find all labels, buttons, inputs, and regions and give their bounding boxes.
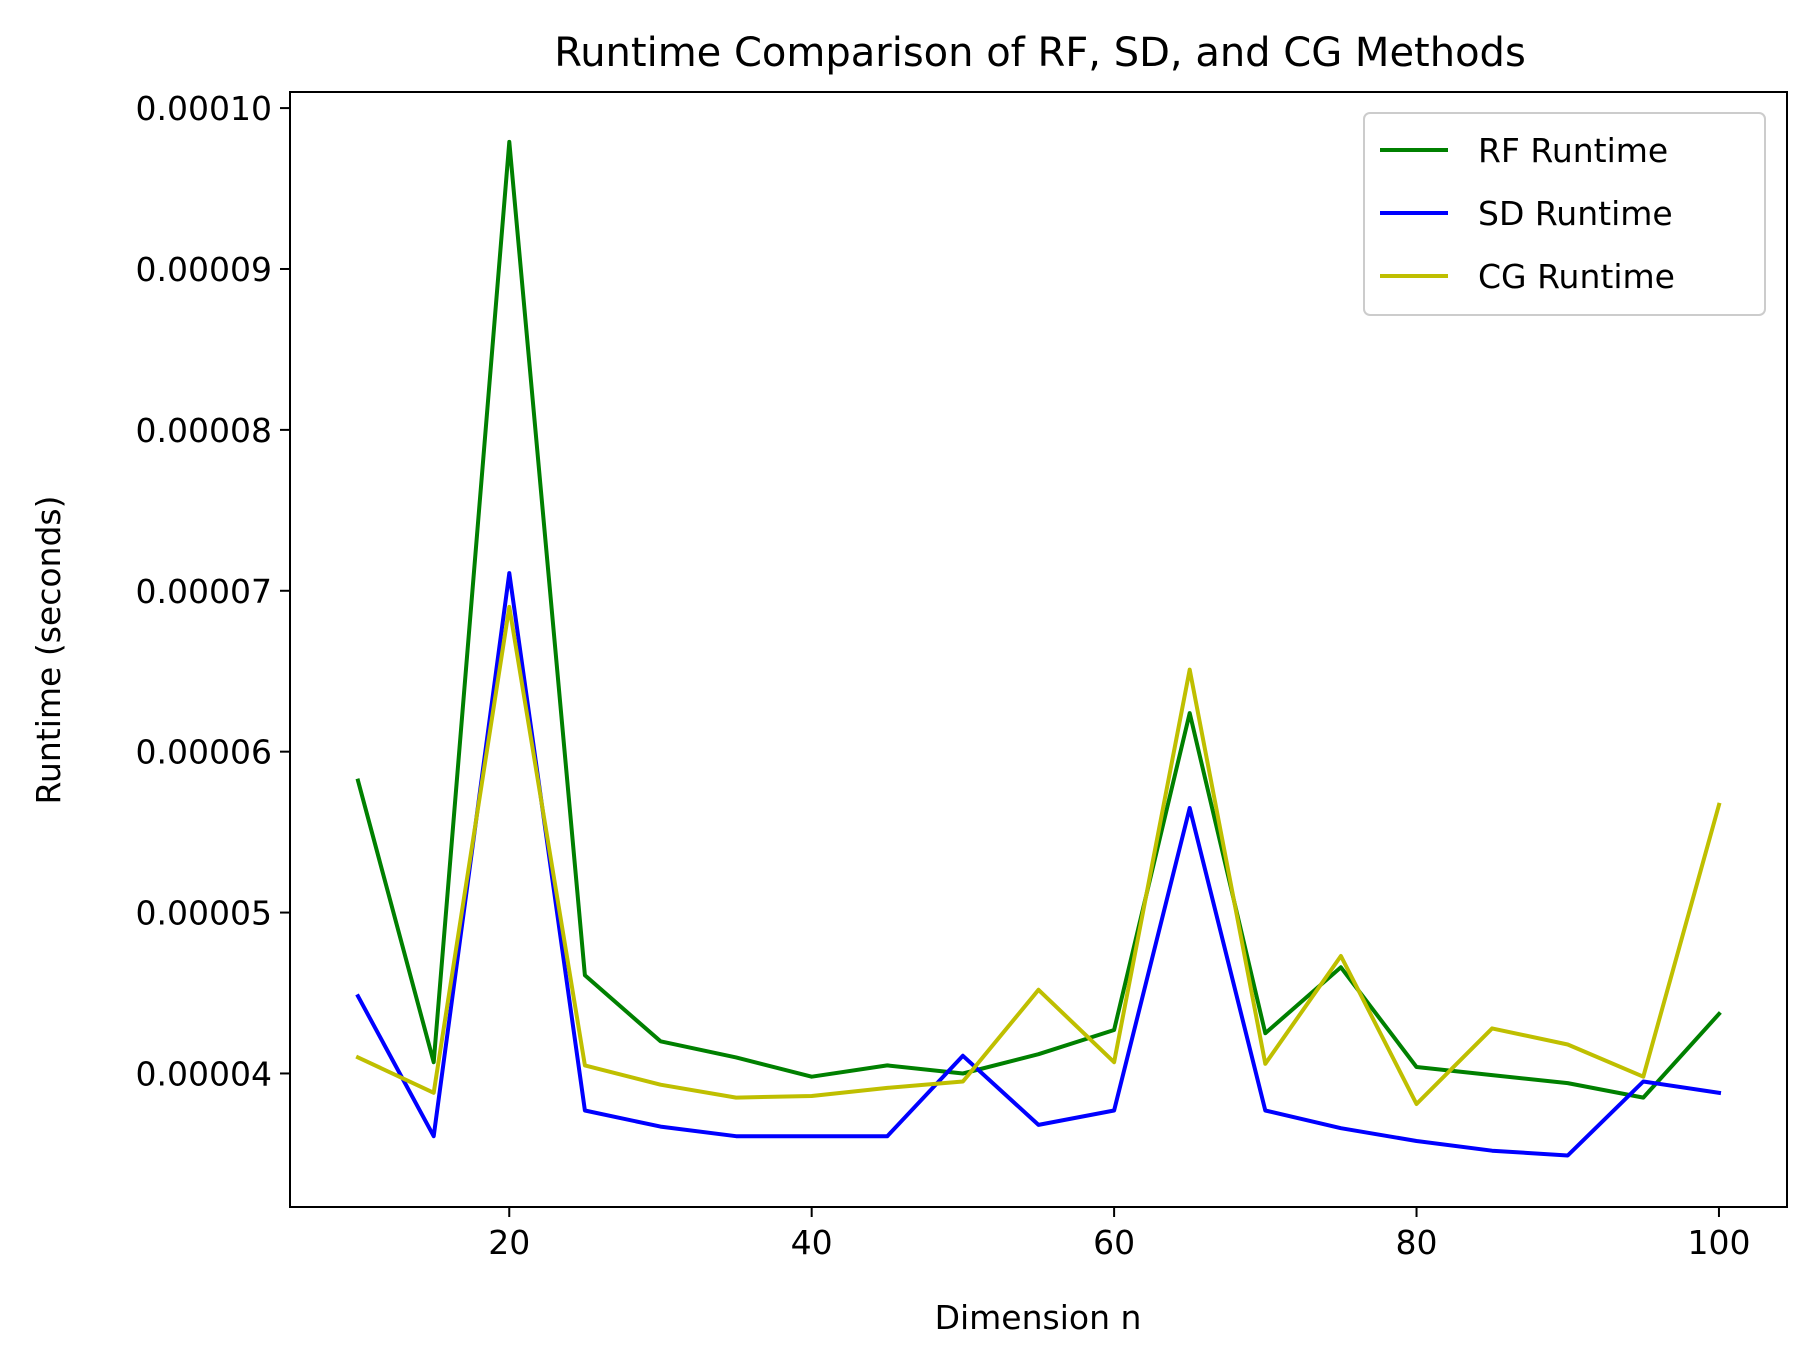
legend: RF Runtime SD Runtime CG Runtime — [1363, 112, 1766, 316]
series-line-cg-runtime — [355, 604, 1722, 1106]
plot-frame — [289, 91, 1788, 1208]
y-tick-label: 0.00007 — [136, 572, 272, 611]
x-tick-label: 60 — [1093, 1223, 1135, 1262]
x-axis: 20 40 60 80 100 — [488, 1207, 1750, 1262]
y-tick-label: 0.00009 — [136, 250, 272, 289]
y-tick-label: 0.00005 — [136, 894, 272, 933]
x-tick-label: 20 — [488, 1223, 530, 1262]
legend-label: SD Runtime — [1478, 194, 1673, 233]
x-axis-label: Dimension n — [935, 1298, 1142, 1337]
legend-box — [1363, 112, 1766, 316]
x-tick-label: 80 — [1396, 1223, 1438, 1262]
y-tick-label: 0.00010 — [136, 89, 272, 128]
y-axis-label: Runtime (seconds) — [29, 496, 68, 805]
y-tick-label: 0.00008 — [136, 411, 272, 450]
series-layer — [355, 139, 1722, 1158]
y-tick-label: 0.00004 — [136, 1054, 272, 1093]
legend-label: RF Runtime — [1478, 131, 1668, 170]
legend-label: CG Runtime — [1478, 257, 1675, 296]
y-axis: 0.00004 0.00005 0.00006 0.00007 0.00008 0.000… — [136, 89, 290, 1093]
y-tick-label: 0.00006 — [136, 733, 272, 772]
series-line-sd-runtime — [355, 571, 1722, 1158]
series-line-rf-runtime — [355, 139, 1722, 1100]
chart-title: Runtime Comparison of RF, SD, and CG Met… — [554, 30, 1526, 76]
x-tick-label: 100 — [1687, 1223, 1750, 1262]
plot-area — [355, 139, 1722, 1158]
x-tick-label: 40 — [791, 1223, 833, 1262]
